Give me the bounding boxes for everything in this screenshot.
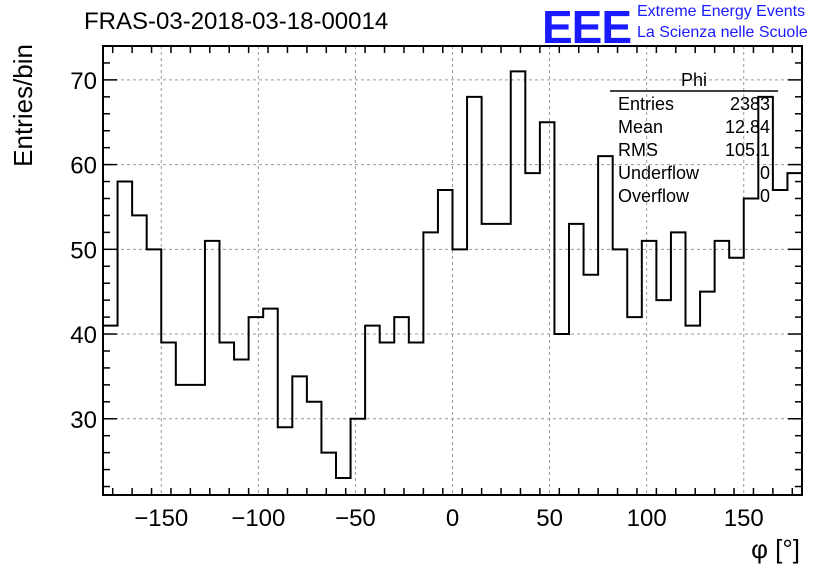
- plot-title: FRAS-03-2018-03-18-00014: [84, 8, 389, 35]
- stats-row-value: 2383: [730, 94, 770, 114]
- x-tick-label: 100: [627, 505, 667, 532]
- y-tick-label: 50: [70, 237, 97, 264]
- stats-row-value: 0: [760, 163, 770, 183]
- stats-row-label: Mean: [618, 117, 663, 137]
- stats-row-label: RMS: [618, 140, 658, 160]
- grid-lines: [103, 46, 802, 495]
- stats-row-value: 105.1: [725, 140, 770, 160]
- x-tick-label: −100: [231, 505, 285, 532]
- stats-box: Phi Entries 2383 Mean 12.84 RMS 105.1 Underflow…: [610, 70, 778, 206]
- x-tick-label: −50: [335, 505, 376, 532]
- y-tick-label: 70: [70, 68, 97, 95]
- x-tick-label: 150: [724, 505, 764, 532]
- stats-row-label: Underflow: [618, 163, 700, 183]
- plot-frame: [102, 45, 803, 496]
- y-axis-label: Entries/bin: [8, 44, 38, 167]
- stats-row-label: Overflow: [618, 186, 690, 206]
- x-tick-label: 50: [536, 505, 563, 532]
- stats-row-value: 12.84: [725, 117, 770, 137]
- stats-row-value: 0: [760, 186, 770, 206]
- x-tick-label: −150: [134, 505, 188, 532]
- tick-labels: −150 −100 −50 0 50 100 150 30 40 50 60 70: [70, 68, 763, 532]
- axis-ticks: [103, 45, 802, 495]
- histogram-series: [102, 70, 803, 495]
- stats-row-label: Entries: [618, 94, 674, 114]
- y-tick-label: 30: [70, 407, 97, 434]
- eee-logo: EEE: [542, 1, 632, 53]
- logo-subtitle-1: Extreme Energy Events: [637, 3, 806, 20]
- y-tick-label: 60: [70, 153, 97, 180]
- stats-box-title: Phi: [681, 70, 707, 90]
- y-tick-label: 40: [70, 322, 97, 349]
- logo-subtitle-2: La Scienza nelle Scuole: [637, 24, 808, 41]
- x-axis-label: φ [°]: [751, 534, 800, 564]
- x-tick-label: 0: [446, 505, 459, 532]
